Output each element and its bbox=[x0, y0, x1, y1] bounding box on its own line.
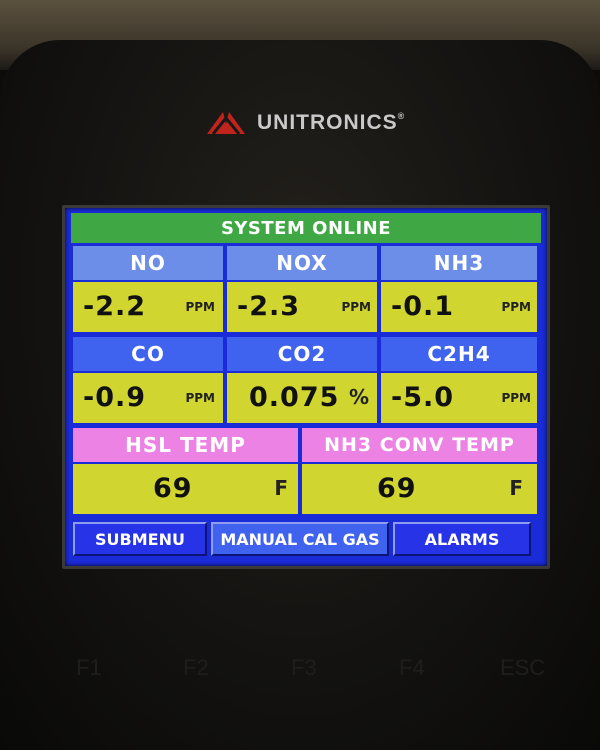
temp-label: NH3 CONV TEMP bbox=[302, 428, 537, 462]
registered-mark: ® bbox=[397, 111, 406, 121]
gas-unit: % bbox=[348, 385, 369, 409]
temp-unit: F bbox=[274, 476, 288, 500]
f2-key[interactable]: F2 bbox=[183, 655, 209, 680]
gas-cell-co: CO -0.9 PPM bbox=[73, 337, 223, 423]
gas-value-box: -0.1 PPM bbox=[381, 282, 537, 332]
temp-cell-hsl: HSL TEMP 69 F bbox=[73, 428, 298, 514]
system-status-bar: SYSTEM ONLINE bbox=[71, 213, 541, 243]
temp-value-box: 69 F bbox=[302, 464, 537, 514]
gas-unit: PPM bbox=[185, 391, 215, 405]
gas-cell-no: NO -2.2 PPM bbox=[73, 246, 223, 332]
gas-value-box: 0.075 % bbox=[227, 373, 377, 423]
gas-value-box: -2.2 PPM bbox=[73, 282, 223, 332]
temp-value: 69 bbox=[377, 473, 417, 504]
function-keys: F1 F2 F3 F4 ESC bbox=[0, 655, 600, 685]
gas-value: -2.2 bbox=[83, 291, 147, 322]
gas-value-box: -5.0 PPM bbox=[381, 373, 537, 423]
gas-value: -2.3 bbox=[237, 291, 301, 322]
gas-label: CO2 bbox=[227, 337, 377, 371]
unitronics-logo-icon bbox=[207, 112, 245, 135]
gas-cell-nh3: NH3 -0.1 PPM bbox=[381, 246, 537, 332]
f3-key[interactable]: F3 bbox=[291, 655, 317, 680]
gas-unit: PPM bbox=[501, 391, 531, 405]
temp-unit: F bbox=[509, 476, 523, 500]
gas-value: 0.075 bbox=[249, 382, 340, 413]
gas-label: NO bbox=[73, 246, 223, 280]
gas-label: CO bbox=[73, 337, 223, 371]
temp-label: HSL TEMP bbox=[73, 428, 298, 462]
gas-unit: PPM bbox=[185, 300, 215, 314]
temp-value: 69 bbox=[153, 473, 193, 504]
hmi-screen: SYSTEM ONLINE NO -2.2 PPM NOX -2.3 PPM N… bbox=[62, 205, 550, 569]
gas-unit: PPM bbox=[501, 300, 531, 314]
gas-value: -5.0 bbox=[391, 382, 455, 413]
gas-value: -0.9 bbox=[83, 382, 147, 413]
gas-value-box: -2.3 PPM bbox=[227, 282, 377, 332]
brand-logo: UNITRONICS® bbox=[203, 106, 405, 140]
gas-cell-co2: CO2 0.075 % bbox=[227, 337, 377, 423]
temp-cell-nh3-conv: NH3 CONV TEMP 69 F bbox=[302, 428, 537, 514]
temp-value-box: 69 F bbox=[73, 464, 298, 514]
gas-cell-nox: NOX -2.3 PPM bbox=[227, 246, 377, 332]
gas-label: NOX bbox=[227, 246, 377, 280]
brand-name: UNITRONICS bbox=[257, 111, 398, 134]
gas-value: -0.1 bbox=[391, 291, 455, 322]
esc-key[interactable]: ESC bbox=[500, 655, 546, 680]
alarms-button[interactable]: ALARMS bbox=[393, 522, 531, 556]
gas-value-box: -0.9 PPM bbox=[73, 373, 223, 423]
gas-unit: PPM bbox=[341, 300, 371, 314]
submenu-button[interactable]: SUBMENU bbox=[73, 522, 207, 556]
gas-label: C2H4 bbox=[381, 337, 537, 371]
f4-key[interactable]: F4 bbox=[399, 655, 425, 680]
gas-label: NH3 bbox=[381, 246, 537, 280]
gas-cell-c2h4: C2H4 -5.0 PPM bbox=[381, 337, 537, 423]
f1-key[interactable]: F1 bbox=[76, 655, 102, 680]
manual-cal-gas-button[interactable]: MANUAL CAL GAS bbox=[211, 522, 389, 556]
